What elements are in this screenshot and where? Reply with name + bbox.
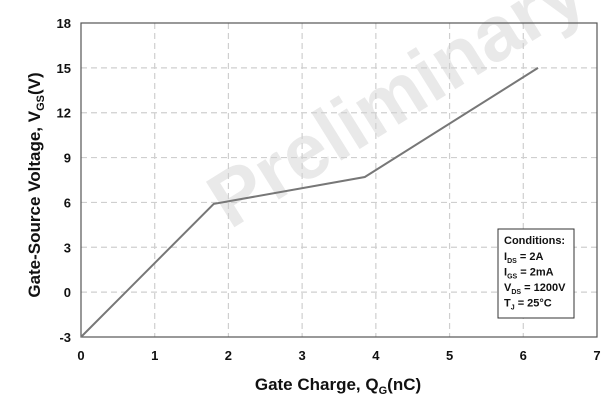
y-tick-label: 15 — [57, 61, 71, 76]
y-tick-label: 3 — [64, 240, 71, 255]
y-tick-label: 6 — [64, 195, 71, 210]
x-tick-label: 4 — [372, 348, 380, 363]
vgs-curve — [80, 67, 539, 338]
x-tick-label: 5 — [446, 348, 453, 363]
x-axis-ticks: 0 1 2 3 4 5 6 7 — [77, 348, 600, 363]
x-axis-label: Gate Charge, QG(nC) — [255, 375, 421, 397]
y-tick-label: 0 — [64, 285, 71, 300]
y-axis-ticks: -3 0 3 6 9 12 15 18 — [57, 16, 71, 345]
y-tick-label: 9 — [64, 151, 71, 166]
condition-line: IGS = 2mA — [504, 267, 554, 281]
x-tick-label: 3 — [299, 348, 306, 363]
condition-line: TJ = 25°C — [504, 298, 552, 312]
plot-area — [80, 22, 598, 338]
y-tick-label: -3 — [59, 330, 71, 345]
y-tick-label: 12 — [57, 106, 71, 121]
x-tick-label: 1 — [151, 348, 158, 363]
x-tick-label: 0 — [77, 348, 84, 363]
conditions-frame — [497, 228, 575, 319]
x-tick-label: 6 — [520, 348, 527, 363]
y-tick-label: 18 — [57, 16, 71, 31]
condition-line: VDS = 1200V — [504, 282, 566, 296]
condition-line: IDS = 2A — [504, 251, 543, 265]
x-tick-label: 2 — [225, 348, 232, 363]
conditions-title: Conditions: — [504, 235, 565, 247]
y-axis-label: Gate-Source Voltage, VGS(V) — [25, 72, 47, 297]
x-tick-label: 7 — [593, 348, 600, 363]
watermark: Preliminary — [192, 0, 599, 244]
